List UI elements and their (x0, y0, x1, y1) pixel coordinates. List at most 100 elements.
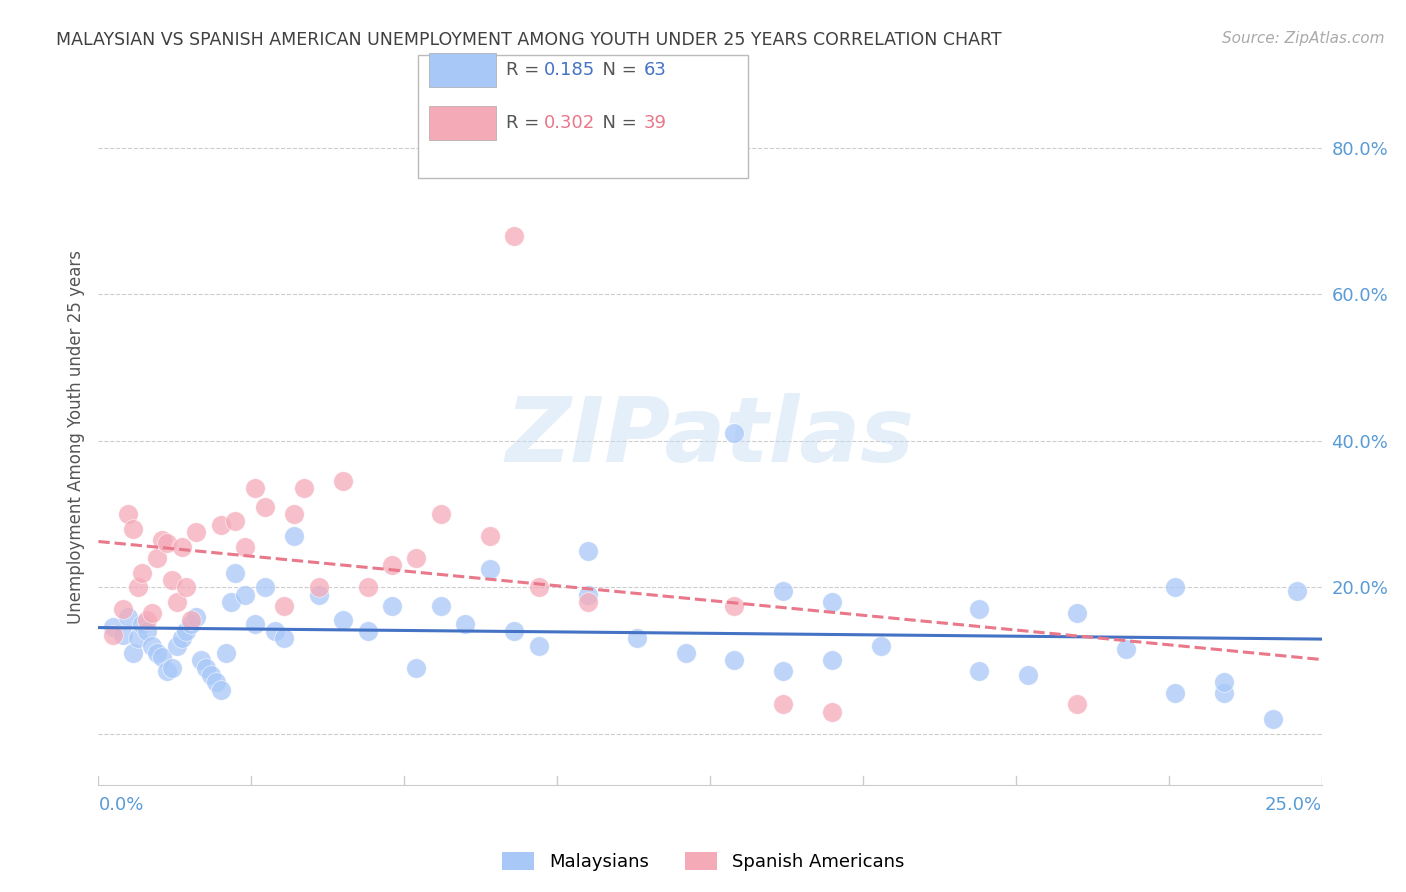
Text: MALAYSIAN VS SPANISH AMERICAN UNEMPLOYMENT AMONG YOUTH UNDER 25 YEARS CORRELATIO: MALAYSIAN VS SPANISH AMERICAN UNEMPLOYME… (56, 31, 1002, 49)
Point (430, 599, 453, 613)
Point (263, 624, 285, 639)
Point (1212, 686, 1234, 700)
Point (219, 595, 242, 609)
Point (332, 613, 354, 627)
Point (1017, 668, 1039, 682)
Point (170, 540, 193, 554)
Point (117, 609, 139, 624)
Point (205, 675, 228, 690)
Point (141, 606, 163, 620)
Text: 39: 39 (644, 114, 666, 132)
Point (576, 588, 599, 602)
Point (127, 632, 149, 646)
Point (209, 518, 232, 533)
Text: 25.0%: 25.0% (1264, 796, 1322, 814)
Point (1115, 642, 1137, 657)
Point (723, 426, 745, 441)
Point (503, 624, 526, 639)
Point (200, 668, 222, 682)
Point (195, 661, 218, 675)
Point (381, 558, 404, 573)
Point (131, 566, 153, 580)
Point (136, 613, 159, 627)
Point (283, 529, 305, 543)
Point (156, 536, 179, 550)
Point (1164, 580, 1187, 594)
Text: Source: ZipAtlas.com: Source: ZipAtlas.com (1222, 31, 1385, 46)
Point (141, 639, 163, 653)
Point (233, 588, 256, 602)
Point (1066, 698, 1088, 712)
Point (292, 481, 315, 495)
Point (243, 481, 266, 495)
Text: 63: 63 (644, 61, 666, 78)
Point (503, 228, 526, 243)
Point (576, 595, 599, 609)
Point (160, 661, 183, 675)
Point (283, 507, 305, 521)
Point (1261, 712, 1284, 726)
Point (209, 682, 232, 697)
Point (273, 599, 295, 613)
Point (176, 580, 198, 594)
Point (131, 616, 153, 631)
Point (821, 595, 844, 609)
Point (186, 609, 208, 624)
Point (405, 661, 427, 675)
Point (332, 474, 354, 488)
Point (772, 698, 794, 712)
Point (356, 580, 378, 594)
Point (478, 529, 501, 543)
Point (576, 543, 599, 558)
Point (253, 500, 276, 514)
Point (478, 562, 501, 576)
Point (180, 616, 202, 631)
Point (166, 595, 188, 609)
Point (150, 533, 173, 547)
Text: 0.302: 0.302 (544, 114, 595, 132)
Point (243, 616, 266, 631)
Point (156, 665, 179, 679)
Point (224, 514, 246, 528)
Point (356, 624, 378, 639)
Point (723, 599, 745, 613)
Point (527, 639, 550, 653)
Point (273, 632, 295, 646)
Point (180, 613, 202, 627)
Y-axis label: Unemployment Among Youth under 25 years: Unemployment Among Youth under 25 years (66, 250, 84, 624)
Point (117, 507, 139, 521)
Point (1066, 606, 1088, 620)
Text: R =: R = (506, 114, 546, 132)
Point (136, 624, 159, 639)
Point (224, 566, 246, 580)
Point (146, 646, 169, 660)
Point (381, 599, 404, 613)
Point (166, 639, 188, 653)
Point (101, 620, 124, 634)
Point (170, 632, 193, 646)
Point (233, 540, 256, 554)
Text: N =: N = (591, 114, 643, 132)
Legend: Malaysians, Spanish Americans: Malaysians, Spanish Americans (495, 845, 911, 879)
Point (127, 580, 149, 594)
Point (967, 602, 990, 616)
Point (675, 646, 697, 660)
Point (176, 624, 198, 639)
Point (121, 646, 143, 660)
Point (150, 649, 173, 664)
Point (527, 580, 550, 594)
Point (160, 573, 183, 587)
Point (146, 550, 169, 565)
Point (1164, 686, 1187, 700)
Point (772, 583, 794, 598)
Point (1286, 583, 1309, 598)
Point (111, 628, 134, 642)
Point (121, 522, 143, 536)
Point (1212, 675, 1234, 690)
Point (214, 646, 236, 660)
Point (190, 653, 212, 667)
Point (111, 602, 134, 616)
Point (821, 653, 844, 667)
Point (101, 628, 124, 642)
Point (967, 665, 990, 679)
